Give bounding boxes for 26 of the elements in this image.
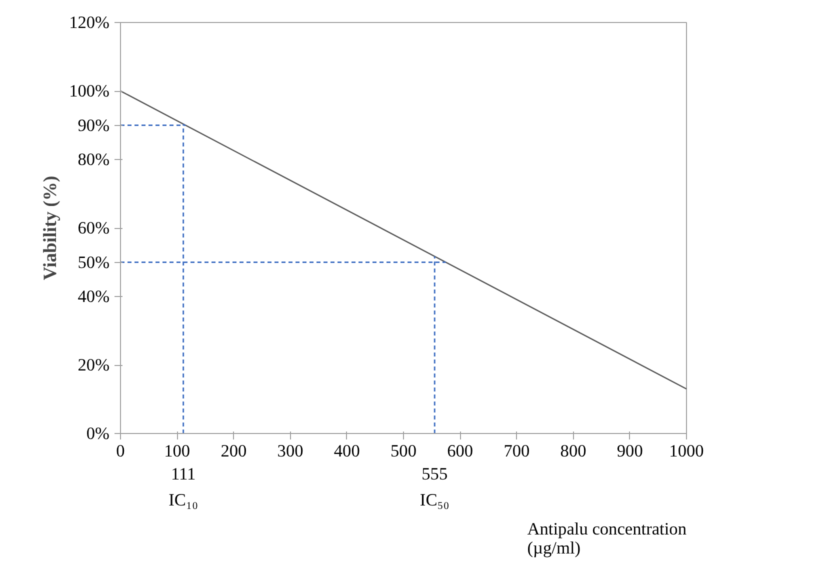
y-tick-label: 80% <box>78 150 110 169</box>
y-tick-label: 50% <box>78 252 110 272</box>
x-tick-label: 100 <box>164 442 190 460</box>
y-tick-label: 0% <box>86 424 110 443</box>
y-axis-title: Viability (%) <box>40 176 62 280</box>
x-tick-label: 200 <box>220 442 247 460</box>
y-tick-label: 60% <box>78 218 110 238</box>
x-tick-label: 500 <box>390 442 417 460</box>
y-tick-label: 40% <box>78 287 110 306</box>
x-tick-label: 800 <box>560 442 586 460</box>
x-tick-label: 1000 <box>669 442 704 460</box>
y-tick-label: 100% <box>69 82 110 100</box>
text: IC₅₀ <box>420 490 450 510</box>
x-axis-title: Antipalu concentration (µg/ml) <box>527 520 687 558</box>
x-tick-label: 400 <box>334 442 360 460</box>
x-tick-label: 700 <box>504 442 530 460</box>
ref-line-label: 111 <box>170 464 196 484</box>
y-tick-label: 120% <box>69 13 110 32</box>
y-tick-label: 90% <box>78 116 110 135</box>
x-tick-label: 0 <box>116 442 125 460</box>
text: IC₁₀ <box>168 490 198 510</box>
y-tick-label: 20% <box>78 356 110 374</box>
ref-line-label: 555 <box>422 464 448 484</box>
x-tick-label: 300 <box>277 442 304 460</box>
x-tick-label: 600 <box>447 442 474 460</box>
x-tick-label: 900 <box>616 442 643 460</box>
